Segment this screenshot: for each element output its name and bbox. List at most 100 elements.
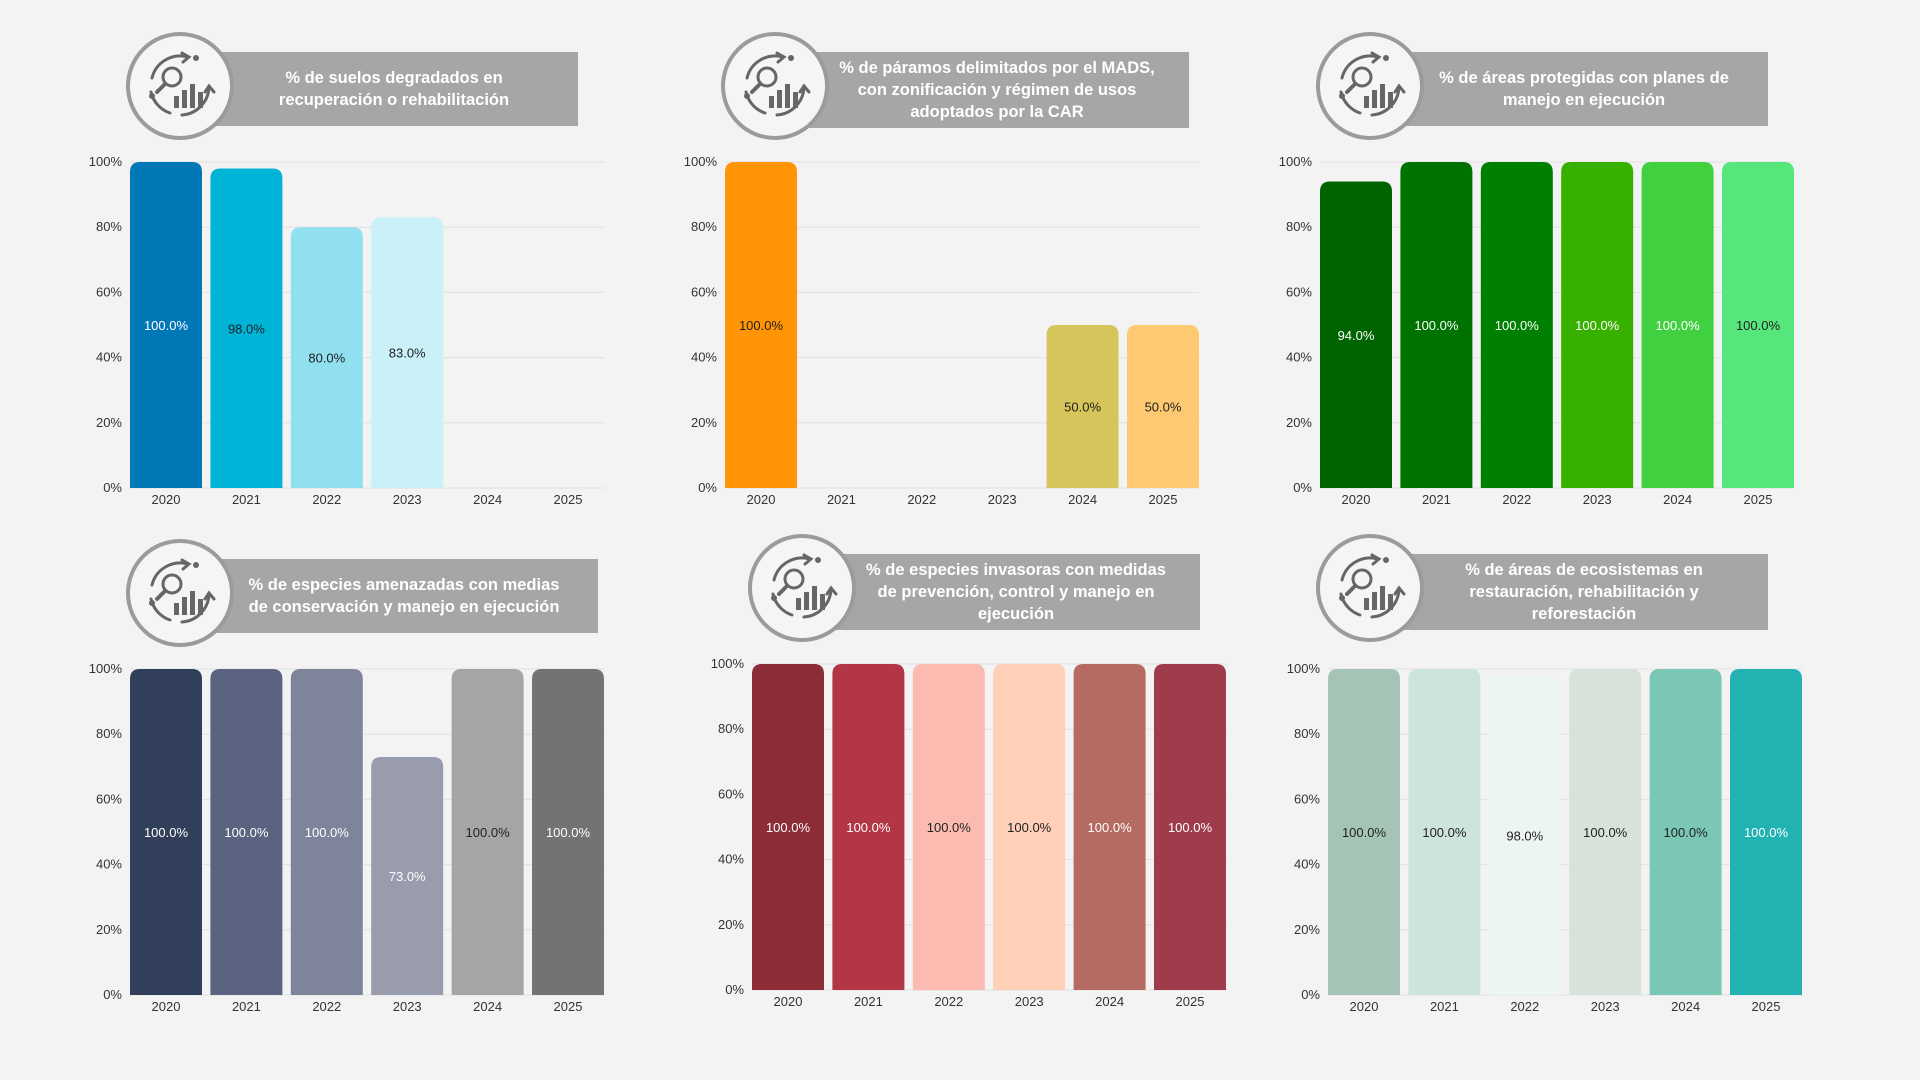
bar-chart: 0% 20% 40% 60% 80% 100% 100.0% 2020 98.0% 2021 80.… — [89, 154, 605, 507]
x-tick-label: 2020 — [152, 492, 181, 507]
bar-value-label: 98.0% — [1506, 828, 1543, 843]
y-tick-label: 20% — [1286, 415, 1312, 430]
x-tick-label: 2020 — [1350, 999, 1379, 1014]
bar — [752, 664, 824, 990]
x-tick-label: 2021 — [1422, 492, 1451, 507]
analytics-glyph — [771, 553, 838, 619]
chart-title: % de áreas protegidas con planes de mane… — [1439, 69, 1729, 109]
y-tick-label: 60% — [718, 786, 744, 801]
bar — [1649, 669, 1722, 995]
bar-value-label: 100.0% — [305, 825, 350, 840]
y-tick-label: 40% — [96, 857, 122, 872]
chart-title-box: % de suelos degradados en recuperación o… — [210, 52, 578, 126]
bar-value-label: 100.0% — [1495, 318, 1540, 333]
x-tick-label: 2025 — [554, 492, 583, 507]
bar — [130, 669, 202, 995]
bar-value-label: 98.0% — [228, 321, 265, 336]
analytics-icon — [748, 534, 856, 642]
bar-value-label: 80.0% — [308, 351, 345, 366]
bar-value-label: 100.0% — [846, 820, 891, 835]
bar-value-label: 100.0% — [1342, 825, 1387, 840]
bar — [290, 669, 363, 995]
bar — [1400, 162, 1473, 488]
y-tick-label: 80% — [1294, 726, 1320, 741]
x-tick-label: 2023 — [988, 492, 1017, 507]
x-tick-label: 2025 — [1744, 492, 1773, 507]
y-tick-label: 20% — [1294, 922, 1320, 937]
y-tick-label: 60% — [96, 284, 122, 299]
x-tick-label: 2021 — [827, 492, 856, 507]
y-tick-label: 20% — [718, 917, 744, 932]
bar-value-label: 100.0% — [927, 820, 972, 835]
y-tick-label: 60% — [1294, 791, 1320, 806]
x-tick-label: 2025 — [554, 999, 583, 1014]
chart-panel: % de áreas protegidas con planes de mane… — [1279, 30, 1890, 530]
analytics-icon — [1316, 534, 1424, 642]
y-tick-label: 60% — [691, 284, 717, 299]
y-tick-label: 100% — [684, 154, 718, 169]
x-tick-label: 2021 — [1430, 999, 1459, 1014]
x-tick-label: 2020 — [152, 999, 181, 1014]
bar-value-label: 100.0% — [144, 825, 189, 840]
bar — [1154, 664, 1226, 990]
bar — [1488, 675, 1561, 995]
bar — [210, 168, 283, 488]
x-tick-label: 2020 — [1342, 492, 1371, 507]
bar — [1127, 325, 1199, 488]
x-tick-label: 2023 — [393, 492, 422, 507]
x-tick-label: 2022 — [907, 492, 936, 507]
bar — [1328, 669, 1400, 995]
x-tick-label: 2023 — [393, 999, 422, 1014]
bar — [1320, 181, 1392, 488]
y-tick-label: 40% — [96, 350, 122, 365]
bar-chart: 0% 20% 40% 60% 80% 100% 100.0% 2020 100.0% 2021 10… — [89, 661, 605, 1014]
bar-value-label: 94.0% — [1338, 328, 1375, 343]
bar — [1408, 669, 1481, 995]
bar-value-label: 100.0% — [1583, 825, 1628, 840]
x-tick-label: 2020 — [747, 492, 776, 507]
chart-panel: % de suelos degradados en recuperación o… — [89, 30, 700, 530]
x-tick-label: 2022 — [312, 492, 341, 507]
bar — [1046, 325, 1119, 488]
bar — [1561, 162, 1634, 488]
x-tick-label: 2023 — [1583, 492, 1612, 507]
x-tick-label: 2024 — [1671, 999, 1700, 1014]
bar — [1641, 162, 1714, 488]
bar-value-label: 100.0% — [1575, 318, 1620, 333]
bar-value-label: 100.0% — [1088, 820, 1133, 835]
chart-panel: % de áreas de ecosistemas en restauració… — [1287, 532, 1890, 1032]
bar-value-label: 100.0% — [144, 318, 189, 333]
chart-title-box: % de páramos delimitados por el MADS, co… — [805, 52, 1189, 128]
bar-value-label: 50.0% — [1064, 400, 1101, 415]
x-tick-label: 2025 — [1752, 999, 1781, 1014]
y-tick-label: 100% — [89, 661, 123, 676]
bar-value-label: 100.0% — [1422, 825, 1467, 840]
bar — [912, 664, 985, 990]
x-tick-label: 2022 — [1510, 999, 1539, 1014]
x-tick-label: 2021 — [232, 999, 261, 1014]
y-tick-label: 0% — [1293, 480, 1312, 495]
analytics-icon — [126, 539, 234, 647]
chart-title: % de suelos degradados en recuperación o… — [278, 69, 510, 109]
bar — [130, 162, 202, 488]
bar-chart: 0% 20% 40% 60% 80% 100% 100.0% 2020 2021 2022 2023… — [684, 154, 1200, 507]
chart-panel: % de especies amenazadas con medias de c… — [89, 537, 700, 1037]
x-tick-label: 2023 — [1591, 999, 1620, 1014]
y-tick-label: 80% — [96, 726, 122, 741]
y-tick-label: 20% — [96, 922, 122, 937]
chart-title: % de especies invasoras con medidas de p… — [866, 561, 1166, 623]
bar-value-label: 73.0% — [389, 869, 426, 884]
analytics-icon — [126, 32, 234, 140]
y-tick-label: 40% — [1286, 350, 1312, 365]
y-tick-label: 100% — [1279, 154, 1313, 169]
y-tick-label: 0% — [103, 480, 122, 495]
y-tick-label: 80% — [1286, 219, 1312, 234]
y-tick-label: 40% — [718, 852, 744, 867]
bar-chart: 0% 20% 40% 60% 80% 100% 94.0% 2020 100.0% 2021 100… — [1279, 154, 1795, 507]
chart-title-box: % de especies amenazadas con medias de c… — [210, 559, 598, 633]
x-tick-label: 2021 — [232, 492, 261, 507]
y-tick-label: 100% — [1287, 661, 1321, 676]
y-tick-label: 80% — [718, 721, 744, 736]
bar-value-label: 83.0% — [389, 346, 426, 361]
chart-title: % de especies amenazadas con medias de c… — [248, 576, 560, 616]
